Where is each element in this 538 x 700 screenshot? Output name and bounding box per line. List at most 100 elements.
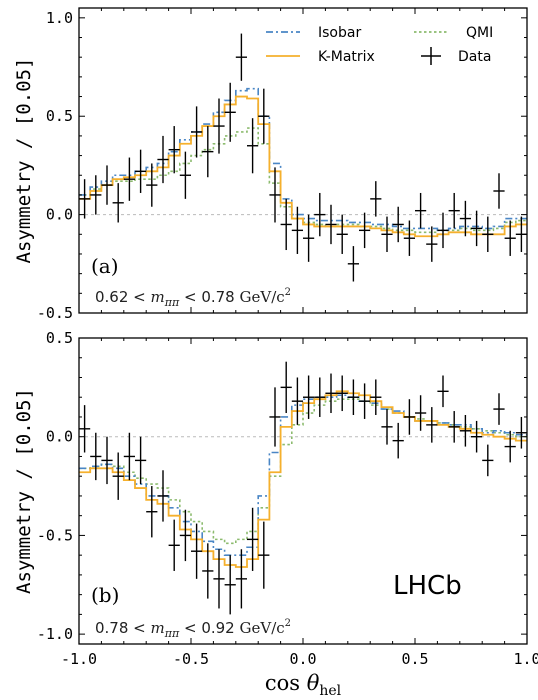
data-point	[112, 183, 124, 223]
data-point	[314, 192, 326, 237]
legend-item-isobar: Isobar	[266, 25, 361, 41]
legend-label: Isobar	[318, 25, 361, 41]
data-point	[359, 212, 371, 249]
data-point	[370, 181, 382, 217]
data-point	[123, 157, 135, 201]
data-point	[157, 135, 169, 184]
data-point	[515, 416, 527, 449]
data-point	[168, 126, 180, 174]
data-point	[437, 375, 449, 408]
data-point	[303, 375, 315, 419]
data-point	[79, 179, 91, 219]
legend-item-kmatrix: K-Matrix	[266, 49, 375, 65]
data-point	[448, 192, 460, 229]
panel-b: 0.5 0.0 -0.5 -1.0 -1.0 -0.5 0.0 0.5 1.0 Asymmetry…	[13, 329, 538, 699]
data-point	[471, 420, 483, 453]
y-axis-label: Asymmetry / [0.05]	[13, 388, 35, 594]
data-point	[258, 521, 270, 589]
panel-label: (a)	[91, 254, 119, 278]
legend-item-data: Data	[421, 47, 491, 65]
data-point	[101, 165, 113, 205]
data-point	[347, 246, 359, 282]
legend-label: QMI	[466, 25, 493, 41]
data-point	[448, 411, 460, 443]
panel-a: 1.0 0.5 0.0 -0.5 Asymmetry / [0.05] (a) 0.62 <…	[13, 7, 528, 322]
data-point	[336, 375, 348, 412]
data-point	[403, 220, 415, 256]
data-point	[146, 163, 158, 207]
series-isobar-line	[79, 87, 527, 232]
data-point	[459, 200, 471, 237]
y-tick-label: -0.5	[37, 526, 73, 544]
y-tick-label: -1.0	[37, 625, 73, 643]
data-point	[504, 430, 516, 463]
data-point	[504, 220, 516, 256]
data-point	[336, 214, 348, 254]
data-point	[347, 379, 359, 415]
mass-range-label: 0.62 < mππ < 0.78 GeV/c2	[95, 287, 291, 309]
data-point	[392, 206, 404, 243]
legend-item-qmi: QMI	[414, 25, 493, 41]
data-point	[280, 361, 292, 414]
plot-area	[79, 33, 527, 282]
data-point	[280, 198, 292, 251]
series-qmi-line	[79, 127, 527, 234]
x-tick-label: 0.0	[289, 650, 316, 668]
x-axis-label: cos θhel	[265, 671, 342, 699]
data-point	[247, 118, 259, 174]
data-point	[235, 33, 247, 81]
data-point	[90, 175, 102, 215]
x-tick-label: 0.5	[401, 650, 428, 668]
data-point	[426, 226, 438, 262]
x-tick-label: -0.5	[173, 650, 209, 668]
mass-range-label: 0.78 < mππ < 0.92 GeV/c2	[95, 618, 291, 640]
data-point	[247, 507, 259, 571]
data-point	[191, 106, 203, 158]
data-point	[392, 422, 404, 459]
y-tick-label: 1.0	[46, 9, 73, 27]
y-axis-label: Asymmetry / [0.05]	[13, 58, 35, 264]
data-point	[79, 405, 91, 453]
legend: Isobar QMI K-Matrix Data	[266, 25, 493, 65]
data-point	[123, 432, 135, 481]
data-point	[135, 436, 147, 485]
y-tick-label: 0.5	[46, 107, 73, 125]
data-point	[157, 470, 169, 522]
data-point	[381, 216, 393, 252]
data-point	[191, 523, 203, 579]
data-point	[235, 549, 247, 609]
data-point	[482, 216, 494, 252]
data-point	[202, 126, 214, 178]
data-point	[101, 436, 113, 485]
data-point	[493, 173, 505, 209]
data-point	[325, 204, 337, 245]
legend-label: Data	[458, 49, 491, 65]
data-point	[224, 82, 236, 142]
series-qmi-line	[79, 398, 527, 545]
data-point	[146, 486, 158, 538]
data-point	[213, 98, 225, 154]
data-point	[415, 192, 427, 229]
data-point	[135, 149, 147, 193]
data-point	[112, 452, 124, 500]
data-point	[482, 444, 494, 477]
data-point	[303, 214, 315, 262]
data-point	[314, 377, 326, 417]
y-tick-label: 0.5	[46, 329, 73, 347]
data-point	[269, 387, 281, 447]
data-point	[168, 519, 180, 571]
legend-label: K-Matrix	[318, 49, 375, 65]
data-point	[381, 409, 393, 445]
data-point	[291, 377, 303, 425]
data-point	[258, 88, 270, 144]
data-point	[359, 383, 371, 419]
data-point	[90, 432, 102, 481]
data-point	[291, 206, 303, 254]
lhcb-label: LHCb	[393, 571, 462, 601]
data-point	[179, 509, 191, 562]
data-point	[493, 393, 505, 425]
data-point	[459, 414, 471, 447]
data-point	[415, 395, 427, 431]
data-point	[213, 549, 225, 609]
